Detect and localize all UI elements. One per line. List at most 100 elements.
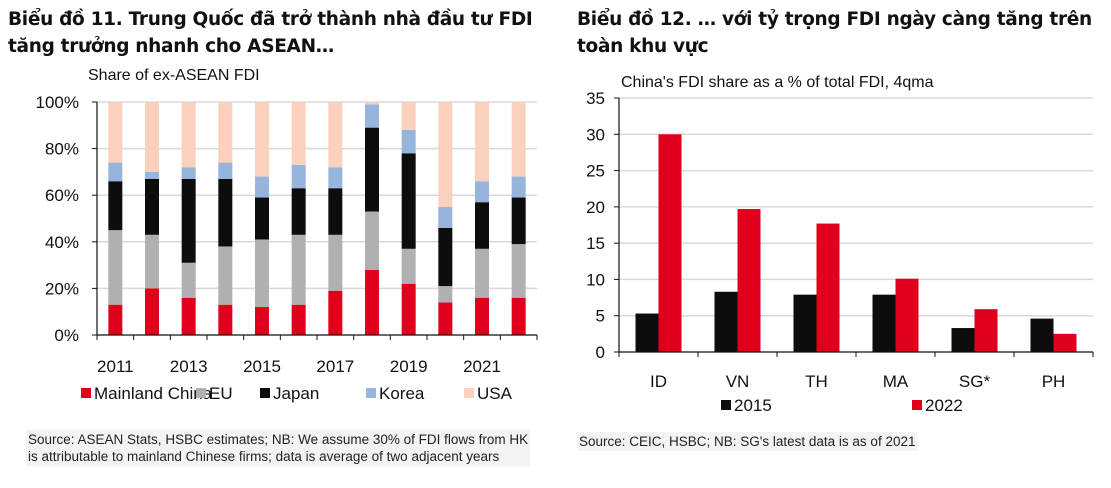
- bar-segment-usa: [511, 102, 526, 177]
- bar-2015-vn: [714, 291, 738, 352]
- bar-segment-korea: [365, 104, 379, 128]
- bar-2015-th: [793, 294, 817, 352]
- bar-segment-usa: [108, 102, 123, 163]
- x-tick-label: TH: [805, 372, 828, 391]
- bar-2022-id: [658, 134, 682, 352]
- bar-segment-mainland-china: [218, 304, 233, 335]
- y-tick-label: 20: [586, 198, 605, 217]
- bar-segment-eu: [475, 248, 489, 298]
- bar-segment-mainland-china: [365, 269, 379, 335]
- x-tick-label: 2019: [390, 357, 428, 376]
- left-chart-heading: Biểu đồ 11. Trung Quốc đã trở thành nhà …: [8, 9, 533, 57]
- y-tick-label: 35: [586, 89, 605, 108]
- y-tick-label: 80%: [45, 140, 79, 159]
- bar-2015-ma: [872, 294, 896, 352]
- bar-segment-eu: [181, 262, 196, 298]
- legend-label: Japan: [273, 384, 319, 403]
- x-tick-label: 2015: [243, 357, 281, 376]
- x-tick-label: ID: [650, 372, 667, 391]
- x-tick-label: 2013: [170, 357, 208, 376]
- bar-segment-korea: [108, 162, 123, 182]
- bar-segment-japan: [365, 127, 379, 212]
- bar-2022-sg: [974, 309, 998, 352]
- bar-2022-ma: [895, 278, 919, 352]
- stacked-bar-chart-fdi-share: Share of ex-ASEAN FDI 0% 20% 40% 60% 80% 100%…: [36, 67, 538, 403]
- bar-segment-eu: [108, 230, 123, 305]
- bar-segment-japan: [328, 188, 343, 235]
- bar-segment-eu: [511, 244, 526, 298]
- y-tick-label: 100%: [36, 93, 79, 112]
- x-tick-label: VN: [726, 372, 750, 391]
- bar-segment-japan: [438, 227, 453, 287]
- bar-segment-mainland-china: [328, 290, 343, 335]
- bar-segment-mainland-china: [145, 288, 159, 335]
- grouped-bar-chart-china-fdi-share: China's FDI share as a % of total FDI, 4…: [586, 74, 1094, 415]
- bar-2015-id: [635, 313, 659, 352]
- legend-swatch-mainland-china: [81, 388, 91, 398]
- bar-segment-eu: [438, 286, 453, 303]
- bar-segment-japan: [218, 178, 233, 247]
- bar-segment-korea: [255, 176, 269, 198]
- bar-segment-usa: [438, 102, 453, 207]
- y-tick-label: 40%: [45, 233, 79, 252]
- bar-segment-mainland-china: [438, 302, 453, 335]
- x-tick-label: 2021: [463, 357, 501, 376]
- bar-segment-japan: [255, 197, 269, 240]
- bar-segment-eu: [218, 246, 233, 305]
- bar-segment-mainland-china: [475, 297, 489, 335]
- bar-segment-mainland-china: [181, 297, 196, 335]
- x-tick-label: SG*: [959, 372, 991, 391]
- bar-segment-usa: [328, 102, 343, 168]
- bar-segment-japan: [401, 153, 416, 249]
- bar-segment-eu: [328, 234, 343, 291]
- bar-2022-ph: [1053, 333, 1077, 352]
- x-tick-label: 2017: [316, 357, 354, 376]
- bar-segment-eu: [255, 239, 269, 308]
- x-tick-label: MA: [883, 372, 909, 391]
- y-tick-label: 60%: [45, 186, 79, 205]
- legend-label: USA: [477, 384, 513, 403]
- bar-segment-japan: [145, 178, 159, 235]
- bar-segment-usa: [475, 102, 489, 182]
- legend-swatch-eu: [196, 388, 206, 398]
- bar-segment-korea: [438, 206, 453, 228]
- bar-segment-usa: [291, 102, 306, 165]
- x-tick-label: PH: [1042, 372, 1066, 391]
- bar-segment-usa: [401, 102, 416, 130]
- bar-segment-korea: [218, 162, 233, 179]
- bar-segment-japan: [511, 197, 526, 245]
- legend-label: 2022: [925, 396, 963, 415]
- bar-segment-eu: [401, 248, 416, 284]
- bar-segment-korea: [291, 164, 306, 189]
- bar-segment-mainland-china: [511, 297, 526, 335]
- y-tick-label: 25: [586, 162, 605, 181]
- bar-segment-korea: [145, 171, 159, 179]
- y-tick-label: 15: [586, 234, 605, 253]
- bar-segment-usa: [218, 102, 233, 163]
- bar-segment-mainland-china: [291, 304, 306, 335]
- right-chart-source: Source: CEIC, HSBC; NB: SG's latest data…: [577, 432, 918, 451]
- legend-swatch-japan: [260, 388, 270, 398]
- y-tick-label: 10: [586, 270, 605, 289]
- bar-segment-korea: [511, 176, 526, 198]
- bar-segment-eu: [145, 234, 159, 289]
- y-tick-label: 5: [596, 307, 605, 326]
- bar-segment-mainland-china: [108, 304, 123, 335]
- bar-segment-eu: [365, 211, 379, 270]
- bar-segment-japan: [291, 188, 306, 235]
- legend-label: 2015: [734, 396, 772, 415]
- chart1-subtitle: Share of ex-ASEAN FDI: [88, 67, 260, 84]
- legend-label: EU: [209, 384, 233, 403]
- bar-segment-mainland-china: [255, 307, 269, 335]
- legend-label: Korea: [379, 384, 425, 403]
- bar-segment-usa: [255, 102, 269, 177]
- bar-segment-usa: [145, 102, 159, 172]
- bar-segment-korea: [181, 167, 196, 179]
- bar-2015-sg: [951, 328, 975, 352]
- left-chart-source: Source: ASEAN Stats, HSBC estimates; NB:…: [26, 430, 531, 466]
- bar-segment-mainland-china: [401, 283, 416, 335]
- left-source-line1: Source: ASEAN Stats, HSBC estimates; NB:…: [28, 432, 529, 447]
- bar-2022-vn: [737, 209, 761, 352]
- bar-segment-usa: [365, 102, 379, 105]
- y-tick-label: 0: [596, 343, 605, 362]
